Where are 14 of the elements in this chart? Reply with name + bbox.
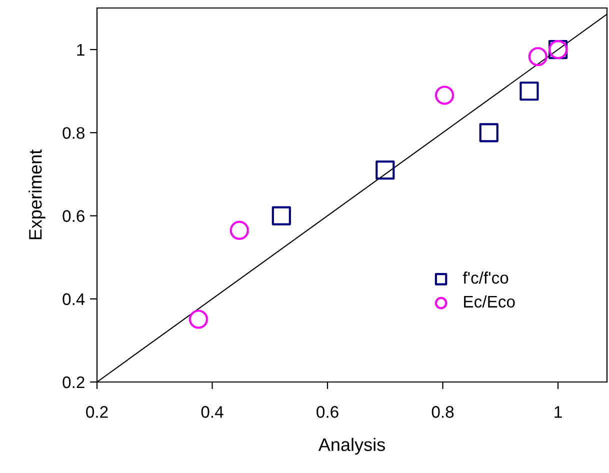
- x-axis-title: Analysis: [318, 438, 385, 455]
- x-tick-label: 1: [554, 406, 562, 418]
- legend-label: Ec/Eco: [464, 295, 515, 308]
- x-tick-label: 0.2: [86, 406, 108, 418]
- x-tick-label: 0.8: [432, 406, 454, 418]
- legend-label: f'c/f'co: [462, 271, 508, 284]
- x-tick-label: 0.6: [316, 406, 338, 418]
- x-tick-label: 0.4: [201, 406, 224, 418]
- y-axis-title: Experiment: [28, 149, 46, 240]
- y-tick-label: 1: [77, 44, 84, 56]
- y-tick-label: 0.2: [62, 376, 84, 388]
- y-tick-label: 0.8: [62, 127, 84, 139]
- y-tick-label: 0.6: [62, 210, 84, 222]
- y-tick-label: 0.4: [62, 293, 85, 306]
